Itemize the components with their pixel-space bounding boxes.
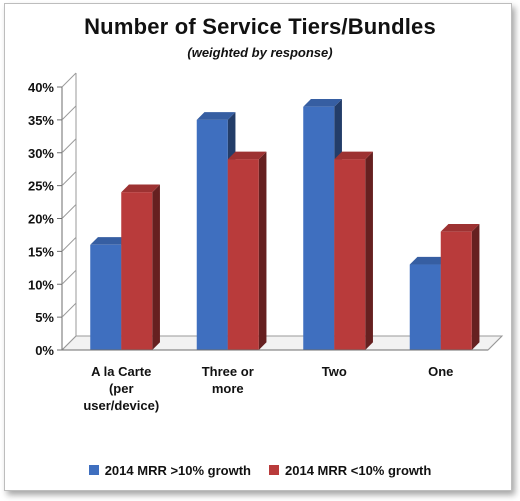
chart-title: Number of Service Tiers/Bundles bbox=[84, 14, 436, 39]
y-grid-diag bbox=[61, 72, 77, 88]
y-grid-diag bbox=[61, 335, 77, 351]
y-tick-label: 35% bbox=[28, 113, 54, 128]
bar-series-2-3 bbox=[334, 159, 366, 350]
x-tick-label: more bbox=[212, 381, 244, 396]
bar-top-2-2 bbox=[227, 151, 267, 160]
bar-top-1-1 bbox=[90, 237, 129, 245]
y-grid-diag bbox=[61, 269, 77, 285]
x-tick-label: One bbox=[428, 364, 453, 379]
y-grid-diag bbox=[61, 138, 77, 154]
bar-series-1-3 bbox=[303, 106, 335, 350]
bar-series-2-2 bbox=[227, 159, 259, 350]
x-tick-label: A la Carte bbox=[91, 364, 151, 379]
y-tick-label: 25% bbox=[28, 179, 54, 194]
legend-item-series-2: 2014 MRR <10% growth bbox=[269, 463, 431, 478]
y-grid-diag bbox=[61, 171, 77, 186]
y-tick-label: 10% bbox=[28, 277, 54, 292]
bar-series-1-1 bbox=[90, 244, 122, 350]
bar-top-1-3 bbox=[303, 99, 342, 107]
chart-subtitle: (weighted by response) bbox=[187, 45, 333, 60]
y-grid-diag bbox=[61, 105, 77, 121]
x-tick-label: Three or bbox=[202, 364, 254, 379]
bar-side-2-2 bbox=[258, 151, 267, 350]
y-grid-diag bbox=[61, 237, 77, 252]
legend-swatch-series-1 bbox=[88, 465, 99, 475]
bar-series-1-2 bbox=[196, 119, 228, 350]
y-grid-diag bbox=[61, 302, 77, 318]
bar-side-2-1 bbox=[152, 184, 160, 350]
bar-top-1-2 bbox=[196, 112, 236, 120]
y-grid-diag bbox=[61, 204, 77, 219]
bar-series-1-4 bbox=[409, 264, 441, 350]
y-tick-label: 0% bbox=[35, 343, 54, 358]
bar-side-2-4 bbox=[471, 223, 480, 350]
legend-label-series-2: 2014 MRR <10% growth bbox=[285, 462, 432, 478]
bar-side-2-3 bbox=[365, 151, 373, 350]
chart-legend: 2014 MRR >10% growth 2014 MRR <10% growt… bbox=[0, 459, 520, 481]
y-tick-label: 20% bbox=[28, 212, 54, 227]
x-tick-label: (per bbox=[109, 381, 134, 396]
y-tick-label: 30% bbox=[28, 146, 54, 161]
bar-top-1-4 bbox=[409, 256, 449, 265]
legend-label-series-1: 2014 MRR >10% growth bbox=[104, 462, 251, 478]
legend-swatch-series-2 bbox=[269, 465, 279, 475]
bar-top-2-1 bbox=[121, 184, 160, 193]
bar-series-2-1 bbox=[121, 192, 153, 350]
x-tick-label: Two bbox=[322, 364, 347, 379]
floor-edge bbox=[487, 335, 503, 351]
bar-top-2-4 bbox=[440, 223, 480, 232]
legend-item-series-1: 2014 MRR >10% growth bbox=[88, 462, 251, 478]
bar-series-2-4 bbox=[440, 231, 472, 350]
y-tick-label: 40% bbox=[28, 80, 54, 95]
x-tick-label: user/device) bbox=[83, 398, 159, 413]
bar-top-2-3 bbox=[334, 151, 373, 160]
y-tick-label: 15% bbox=[28, 244, 54, 259]
y-tick-label: 5% bbox=[35, 310, 54, 325]
